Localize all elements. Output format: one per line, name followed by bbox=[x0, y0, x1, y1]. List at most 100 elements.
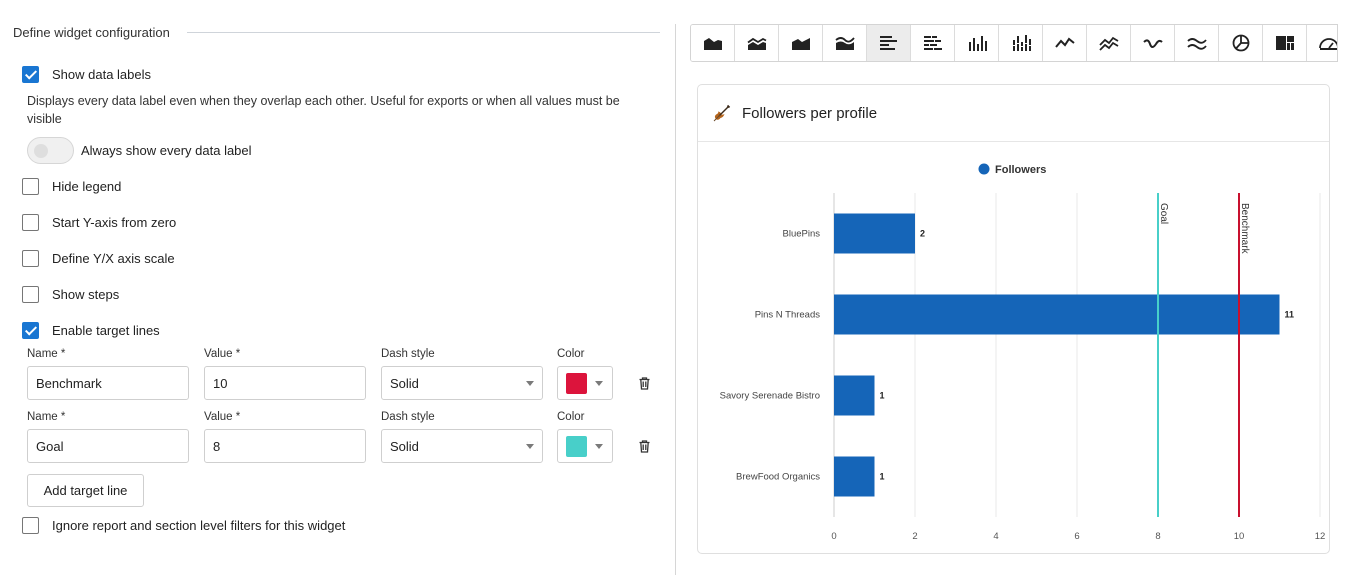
treemap-chart-icon bbox=[1275, 36, 1294, 50]
horizontal-bar-chart-icon bbox=[879, 36, 897, 50]
start-y-zero-label: Start Y-axis from zero bbox=[52, 214, 177, 230]
violin-icon bbox=[713, 104, 731, 122]
target-line-label: Goal bbox=[1158, 203, 1169, 224]
widget-header: Followers per profile bbox=[698, 85, 1329, 142]
define-scale-checkbox[interactable] bbox=[22, 249, 39, 267]
chevron-down-icon bbox=[526, 380, 534, 386]
trash-icon bbox=[639, 376, 649, 390]
chevron-down-icon bbox=[526, 443, 534, 449]
x-tick-label: 4 bbox=[993, 531, 998, 542]
x-tick-label: 6 bbox=[1074, 531, 1079, 542]
spline-chart-icon bbox=[1142, 39, 1163, 48]
always-show-labels-toggle[interactable] bbox=[27, 136, 74, 164]
chart-type-horizontal-bar[interactable] bbox=[867, 25, 911, 61]
define-scale-label: Define Y/X axis scale bbox=[52, 250, 175, 266]
always-show-labels-option[interactable]: Always show every data label bbox=[27, 136, 252, 164]
enable-target-lines-checkbox[interactable] bbox=[22, 321, 39, 339]
chart-type-line[interactable] bbox=[1043, 25, 1087, 61]
pie-chart-icon bbox=[1232, 34, 1249, 52]
panel-divider bbox=[675, 24, 676, 575]
chart-type-treemap[interactable] bbox=[1263, 25, 1307, 61]
bar[interactable] bbox=[834, 456, 875, 497]
step-area-chart-icon bbox=[791, 38, 810, 50]
legend-label[interactable]: Followers bbox=[995, 164, 1046, 176]
legend-marker[interactable] bbox=[978, 163, 990, 175]
dash-style-field-label: Dash style bbox=[381, 411, 435, 423]
category-label: Savory Serenade Bistro bbox=[720, 391, 820, 402]
x-tick-label: 12 bbox=[1315, 531, 1326, 542]
color-field-label: Color bbox=[557, 411, 585, 423]
multi-spline-chart-icon bbox=[1186, 38, 1207, 50]
hide-legend-checkbox[interactable] bbox=[22, 177, 39, 195]
chart-type-column[interactable] bbox=[955, 25, 999, 61]
enable-target-lines-option[interactable]: Enable target lines bbox=[22, 321, 160, 339]
chart-type-gauge[interactable] bbox=[1307, 25, 1337, 61]
data-label: 11 bbox=[1285, 310, 1295, 320]
ignore-filters-checkbox[interactable] bbox=[22, 516, 39, 534]
target-name-value: Benchmark bbox=[36, 375, 102, 391]
target-name-input[interactable]: Benchmark bbox=[27, 366, 189, 400]
add-target-line-button[interactable]: Add target line bbox=[27, 474, 144, 507]
chart-type-toolbar bbox=[690, 24, 1338, 62]
chart-type-multi-spline[interactable] bbox=[1175, 25, 1219, 61]
toggle-knob bbox=[34, 143, 48, 158]
delete-target-button[interactable] bbox=[636, 375, 652, 391]
show-data-labels-checkbox[interactable] bbox=[22, 65, 39, 83]
color-field-label: Color bbox=[557, 348, 585, 360]
stacked-area-chart-icon bbox=[746, 37, 766, 50]
start-y-zero-checkbox[interactable] bbox=[22, 213, 39, 231]
show-data-labels-option[interactable]: Show data labels bbox=[22, 65, 151, 83]
enable-target-lines-label: Enable target lines bbox=[52, 322, 160, 338]
dash-style-select[interactable]: Solid bbox=[381, 429, 543, 463]
widget-title: Followers per profile bbox=[742, 104, 878, 122]
color-picker[interactable] bbox=[557, 429, 613, 463]
bar-chart: Followers 2 BluePins 11 Pins N Threads 1 Savo… bbox=[720, 163, 1326, 542]
delete-target-button[interactable] bbox=[636, 438, 652, 454]
gauge-chart-icon bbox=[1318, 38, 1337, 50]
color-picker[interactable] bbox=[557, 366, 613, 400]
ignore-filters-option[interactable]: Ignore report and section level filters … bbox=[22, 516, 345, 534]
target-name-value: Goal bbox=[36, 438, 64, 454]
chart-type-stacked-column[interactable] bbox=[999, 25, 1043, 61]
chevron-down-icon bbox=[595, 380, 603, 386]
category-label: Pins N Threads bbox=[755, 310, 821, 321]
target-line-label: Benchmark bbox=[1239, 203, 1250, 255]
stacked-column-chart-icon bbox=[1012, 35, 1031, 51]
name-field-label: Name * bbox=[27, 411, 66, 423]
target-value-value: 8 bbox=[213, 438, 221, 454]
bar[interactable] bbox=[834, 294, 1280, 335]
show-steps-label: Show steps bbox=[52, 286, 120, 302]
show-data-labels-label: Show data labels bbox=[52, 66, 152, 82]
bar[interactable] bbox=[834, 213, 915, 254]
ignore-filters-label: Ignore report and section level filters … bbox=[52, 517, 346, 533]
hide-legend-option[interactable]: Hide legend bbox=[22, 177, 121, 195]
chart-type-pie[interactable] bbox=[1219, 25, 1263, 61]
name-field-label: Name * bbox=[27, 348, 66, 360]
dash-style-field-label: Dash style bbox=[381, 348, 435, 360]
x-tick-label: 0 bbox=[831, 531, 836, 542]
chart-type-step-area[interactable] bbox=[779, 25, 823, 61]
chart-type-multi-line[interactable] bbox=[1087, 25, 1131, 61]
dash-style-value: Solid bbox=[390, 375, 419, 391]
target-value-input[interactable]: 8 bbox=[204, 429, 366, 463]
column-chart-icon bbox=[968, 36, 987, 51]
section-title: Define widget configuration bbox=[13, 25, 170, 40]
target-name-input[interactable]: Goal bbox=[27, 429, 189, 463]
chart-type-stacked-horizontal-bar[interactable] bbox=[911, 25, 955, 61]
show-steps-checkbox[interactable] bbox=[22, 285, 39, 303]
chart-type-area[interactable] bbox=[691, 25, 735, 61]
category-label: BrewFood Organics bbox=[736, 472, 820, 483]
bar[interactable] bbox=[834, 375, 875, 416]
trash-icon bbox=[639, 439, 649, 453]
target-value-input[interactable]: 10 bbox=[204, 366, 366, 400]
start-y-zero-option[interactable]: Start Y-axis from zero bbox=[22, 213, 176, 231]
data-label: 2 bbox=[920, 229, 925, 239]
define-scale-option[interactable]: Define Y/X axis scale bbox=[22, 249, 175, 267]
chart-type-streamgraph[interactable] bbox=[823, 25, 867, 61]
chart-type-stacked-area[interactable] bbox=[735, 25, 779, 61]
dash-style-select[interactable]: Solid bbox=[381, 366, 543, 400]
hide-legend-label: Hide legend bbox=[52, 178, 122, 194]
value-field-label: Value * bbox=[204, 411, 241, 423]
show-steps-option[interactable]: Show steps bbox=[22, 285, 119, 303]
chart-type-spline[interactable] bbox=[1131, 25, 1175, 61]
